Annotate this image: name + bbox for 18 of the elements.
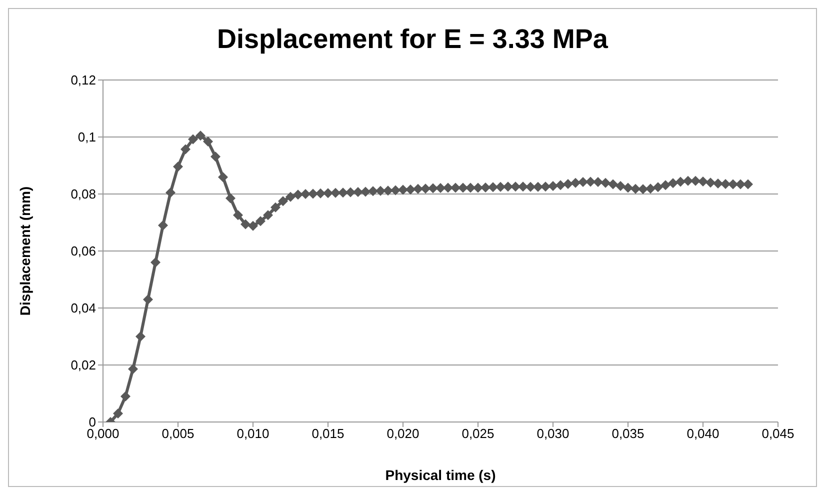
x-tick-label: 0,040 (686, 426, 720, 442)
x-tick-label: 0,005 (162, 426, 194, 442)
x-tick-label: 0,030 (536, 426, 570, 442)
x-tick-label: 0,035 (612, 426, 644, 442)
y-tick-label: 0,08 (70, 186, 96, 202)
x-tick-label: 0,025 (462, 426, 494, 442)
y-axis-title: Displacement (mm) (16, 186, 33, 316)
x-tick-label: 0,045 (762, 426, 794, 442)
y-tick-label: 0,1 (78, 130, 96, 145)
y-tick-label: 0,02 (70, 358, 96, 373)
x-tick-label: 0,015 (312, 426, 344, 442)
x-axis-title: Physical time (s) (385, 467, 496, 483)
y-tick-label: 0,06 (70, 244, 96, 259)
x-tick-label: 0,010 (236, 426, 270, 442)
chart-title: Displacement for E = 3.33 MPa (216, 23, 609, 56)
y-tick-label: 0,12 (70, 72, 96, 88)
y-tick-label: 0,04 (70, 300, 96, 316)
x-tick-label: 0,020 (386, 426, 420, 442)
